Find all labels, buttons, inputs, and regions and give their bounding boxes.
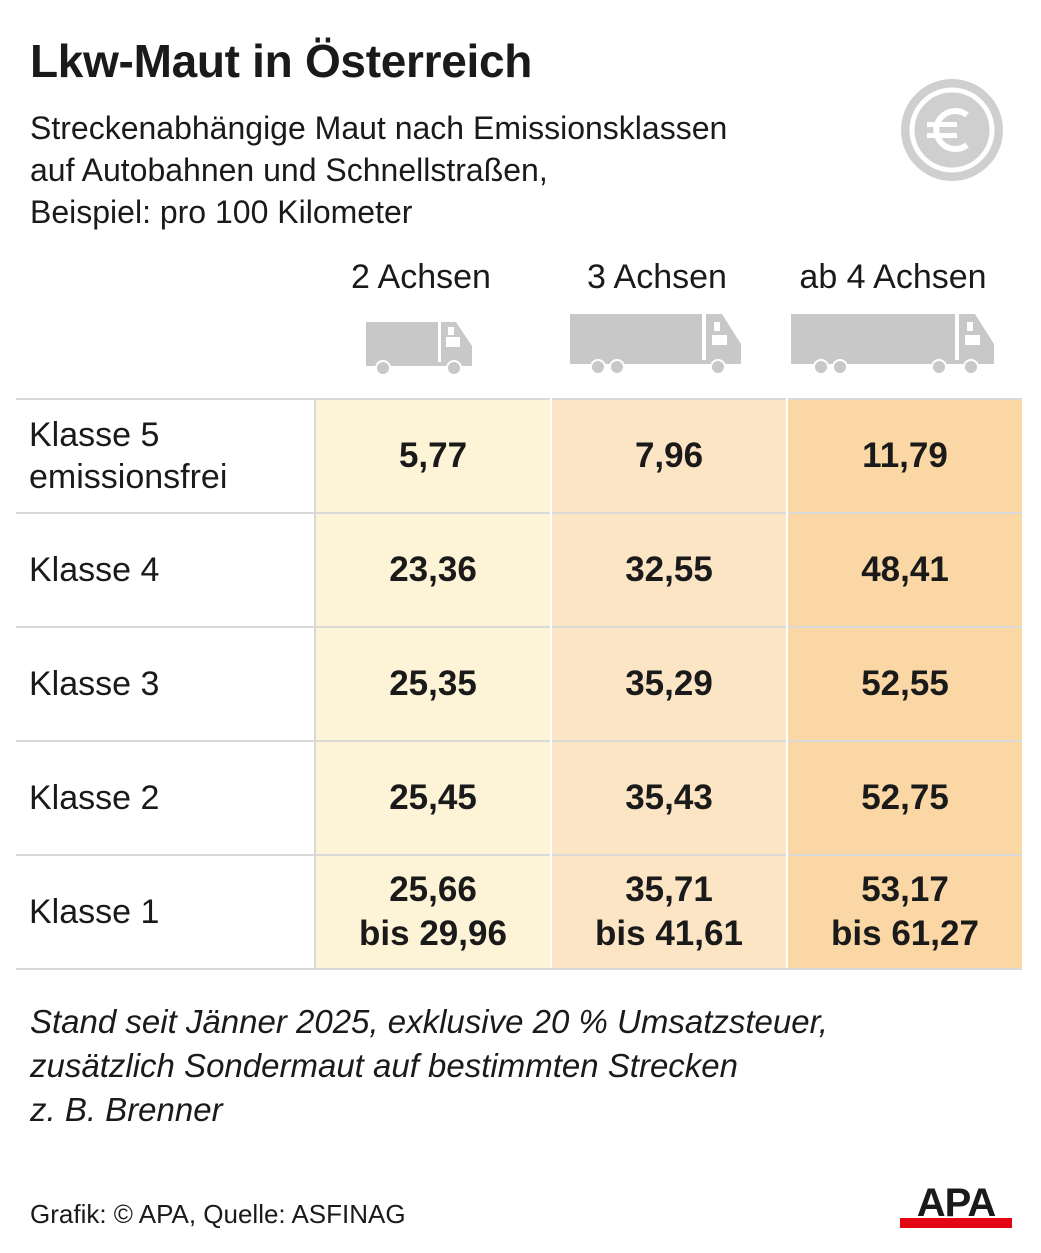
- toll-value: 25,66: [389, 870, 477, 909]
- toll-value: bis 41,61: [595, 914, 743, 953]
- toll-value-cell: 52,75: [787, 740, 1022, 855]
- toll-value-cell: 23,36: [315, 512, 552, 627]
- subtitle-line-3: Beispiel: pro 100 Kilometer: [30, 194, 413, 230]
- page-title: Lkw-Maut in Österreich: [30, 35, 533, 87]
- toll-value: 32,55: [625, 550, 713, 589]
- toll-value: 53,17: [861, 870, 949, 909]
- toll-value-cell: 11,79: [787, 398, 1022, 513]
- toll-value: 35,29: [625, 664, 713, 703]
- toll-value: 11,79: [862, 436, 948, 475]
- column-header-4-achsen: ab 4 Achsen: [799, 258, 987, 296]
- toll-value-cell: 35,29: [551, 626, 788, 741]
- table-row: Klasse 4 23,36 32,55 48,41: [16, 512, 1022, 627]
- toll-value-cell: 25,66 bis 29,96: [315, 854, 552, 970]
- row-label-line: emissionsfrei: [29, 458, 228, 496]
- footnote: Stand seit Jänner 2025, exklusive 20 % U…: [30, 1000, 828, 1132]
- column-header-2-achsen: 2 Achsen: [351, 258, 491, 296]
- truck-2-axles-icon: [366, 322, 472, 376]
- row-label-line: Klasse 2: [29, 779, 160, 817]
- table-row: Klasse 2 25,45 35,43 52,75: [16, 740, 1022, 855]
- footnote-line-3: z. B. Brenner: [30, 1091, 223, 1128]
- row-label-line: Klasse 5: [29, 416, 160, 454]
- row-label-line: Klasse 1: [29, 893, 160, 931]
- row-label: Klasse 2: [16, 740, 316, 855]
- table-row: Klasse 3 25,35 35,29 52,55: [16, 626, 1022, 741]
- toll-value-cell: 25,45: [315, 740, 552, 855]
- column-header-3-achsen: 3 Achsen: [587, 258, 727, 296]
- svg-text:APA: APA: [917, 1181, 996, 1225]
- row-label: Klasse 1: [16, 854, 316, 970]
- row-label-line: Klasse 3: [29, 665, 160, 703]
- footnote-line-2: zusätzlich Sondermaut auf bestimmten Str…: [30, 1047, 739, 1084]
- table-row: Klasse 1 25,66 bis 29,96 35,71 bis 41,61 53,1…: [16, 854, 1022, 970]
- toll-value: 52,75: [861, 778, 949, 817]
- source-credit: Grafik: © APA, Quelle: ASFINAG: [30, 1199, 406, 1229]
- toll-value: bis 61,27: [831, 914, 979, 953]
- toll-value: 7,96: [634, 436, 704, 475]
- toll-value: 5,77: [398, 436, 468, 475]
- toll-value: 23,36: [389, 550, 477, 589]
- toll-value: 35,43: [625, 778, 713, 817]
- toll-value: 25,45: [389, 778, 477, 817]
- apa-logo: APA: [900, 1181, 1012, 1228]
- subtitle: Streckenabhängige Maut nach Emissionskla…: [30, 107, 727, 233]
- truck-4-axles-icon: [791, 314, 994, 375]
- truck-3-axles-icon: [570, 314, 741, 375]
- toll-value: 48,41: [861, 550, 949, 589]
- subtitle-line-2: auf Autobahnen und Schnellstraßen,: [30, 152, 548, 188]
- toll-value-cell: 25,35: [315, 626, 552, 741]
- toll-value-cell: 35,43: [551, 740, 788, 855]
- toll-value: 52,55: [861, 664, 949, 703]
- toll-value-cell: 7,96: [551, 398, 788, 513]
- row-label: Klasse 4: [16, 512, 316, 627]
- toll-value-cell: 5,77: [315, 398, 552, 513]
- toll-value: 35,71: [625, 870, 713, 909]
- row-label: Klasse 3: [16, 626, 316, 741]
- euro-coin-icon: [901, 79, 1003, 181]
- row-label-line: Klasse 4: [29, 551, 160, 589]
- toll-table: Klasse 5 emissionsfrei 5,77 7,96 11,79 Klasse…: [16, 398, 1022, 970]
- toll-value-cell: 48,41: [787, 512, 1022, 627]
- toll-value: bis 29,96: [359, 914, 507, 953]
- toll-value-cell: 53,17 bis 61,27: [787, 854, 1022, 970]
- table-row: Klasse 5 emissionsfrei 5,77 7,96 11,79: [16, 398, 1022, 513]
- toll-value-cell: 35,71 bis 41,61: [551, 854, 788, 970]
- toll-value-cell: 32,55: [551, 512, 788, 627]
- footnote-line-1: Stand seit Jänner 2025, exklusive 20 % U…: [30, 1003, 828, 1040]
- toll-value: 25,35: [389, 664, 477, 703]
- subtitle-line-1: Streckenabhängige Maut nach Emissionskla…: [30, 110, 728, 146]
- toll-value-cell: 52,55: [787, 626, 1022, 741]
- row-label: Klasse 5 emissionsfrei: [16, 398, 316, 513]
